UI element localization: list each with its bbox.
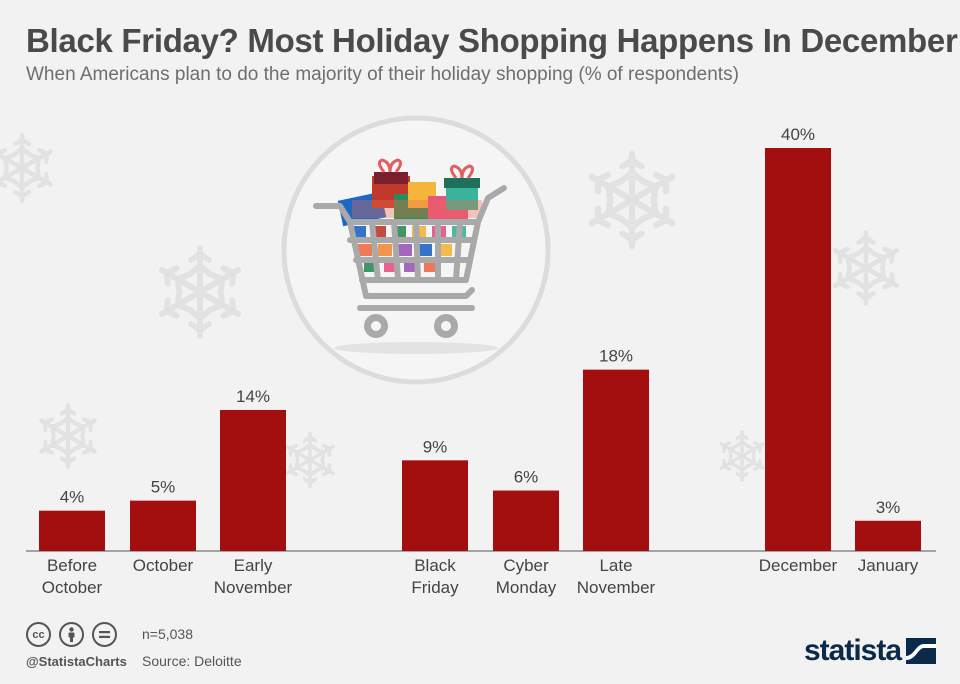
source-label: Source: Deloitte — [142, 653, 242, 669]
no-derivatives-icon[interactable] — [92, 622, 117, 647]
snowflake-icon — [0, 135, 54, 201]
bar — [39, 510, 105, 551]
statista-logo-icon — [906, 638, 937, 664]
category-label: January — [858, 556, 919, 575]
bar — [402, 460, 468, 551]
attribution-icon[interactable] — [59, 622, 84, 647]
snowflake-icon — [284, 434, 336, 487]
statista-logo[interactable]: statista — [804, 634, 937, 668]
snowflake-icon — [38, 405, 98, 467]
bar-value-label: 9% — [423, 437, 448, 456]
category-label: Early November — [214, 556, 293, 597]
chart-title: Black Friday? Most Holiday Shopping Happ… — [26, 22, 958, 59]
bar-value-label: 4% — [60, 488, 85, 507]
bar — [220, 409, 286, 551]
bar — [493, 490, 559, 551]
shopping-cart-with-gifts-icon — [281, 115, 551, 385]
bar-value-label: 40% — [781, 125, 815, 144]
sample-size: n=5,038 — [142, 626, 193, 642]
bar — [130, 500, 196, 551]
bar-value-label: 18% — [599, 347, 633, 366]
bar — [583, 369, 649, 551]
bar-value-label: 5% — [151, 478, 176, 497]
snowflake-icon — [157, 248, 243, 336]
bar — [765, 148, 831, 551]
category-label: October — [133, 556, 194, 575]
snowflake-icon — [832, 233, 901, 303]
creative-commons-icon[interactable]: cc — [26, 622, 51, 647]
snowflake-icon — [718, 432, 765, 480]
bar-value-label: 3% — [876, 498, 901, 517]
brand-wordmark: statista — [804, 634, 902, 667]
statista-handle[interactable]: @StatistaCharts — [26, 654, 127, 669]
bar — [855, 520, 921, 551]
chart-subtitle: When Americans plan to do the majority o… — [26, 64, 739, 85]
category-label: Black Friday — [411, 556, 459, 597]
bar-value-label: 6% — [514, 468, 539, 487]
snowflake-icon — [587, 154, 678, 246]
footer-credits: cc @StatistaCharts n=5,038 Source: Deloi… — [26, 622, 346, 672]
category-label: Before October — [42, 556, 103, 597]
chart-canvas: 4% Before October 5% October 14% Early November… — [0, 115, 936, 597]
bar-series: 4% Before October 5% October 14% Early November… — [39, 125, 921, 597]
category-label: Late November — [577, 556, 656, 597]
category-label: Cyber Monday — [496, 556, 557, 597]
bar-value-label: 14% — [236, 387, 270, 406]
category-label: December — [759, 556, 838, 575]
